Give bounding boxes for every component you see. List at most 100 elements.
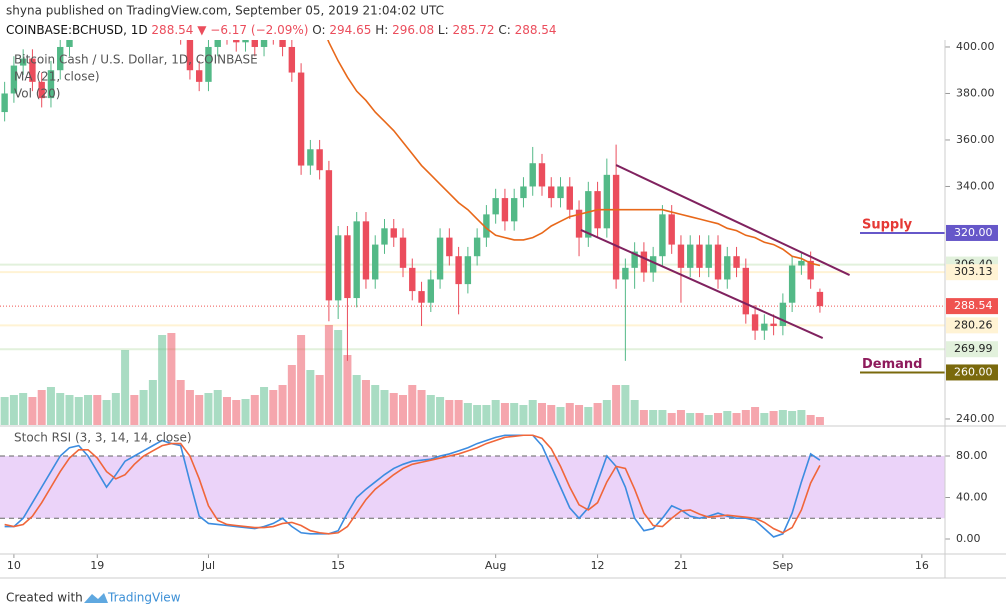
volume-bar xyxy=(426,395,435,425)
volume-bar xyxy=(19,393,28,425)
volume-bar xyxy=(797,410,806,425)
volume-bar xyxy=(371,385,380,425)
candle-body xyxy=(1,93,8,113)
candle-body xyxy=(57,46,64,71)
footer-created: Created with xyxy=(6,591,83,605)
candle-body xyxy=(807,260,814,280)
candle-body xyxy=(297,72,305,166)
candle-body xyxy=(464,256,472,285)
volume-bar xyxy=(380,390,389,425)
ohlc-key: C: xyxy=(498,23,510,37)
candle-body xyxy=(696,244,703,268)
candle-body xyxy=(214,40,221,47)
candle-body xyxy=(233,40,240,43)
volume-bar xyxy=(250,395,259,425)
candle-body xyxy=(510,198,518,222)
y-tick-label: 340.00 xyxy=(956,179,995,192)
quote-line: COINBASE:BCHUSD, 1D 288.54 ▼ −6.17 (−2.0… xyxy=(6,23,557,37)
logo xyxy=(84,593,108,603)
y-tick-label: 360.00 xyxy=(956,133,995,146)
candle-body xyxy=(612,174,620,280)
volume-bar xyxy=(732,413,741,425)
ma-line xyxy=(327,40,821,267)
level-box xyxy=(946,298,998,315)
candle-body xyxy=(677,244,685,268)
candle-body xyxy=(566,186,573,210)
y-tick-label: 380.00 xyxy=(956,86,995,99)
candle-body xyxy=(260,40,268,47)
volume-bar xyxy=(751,407,760,425)
level-label: 269.99 xyxy=(954,342,993,355)
volume-bar xyxy=(158,335,167,425)
candle-body xyxy=(483,214,490,238)
volume-bar xyxy=(65,395,74,425)
candle-body xyxy=(186,40,194,71)
volume-bar xyxy=(408,385,417,425)
volume-bar xyxy=(482,405,491,425)
candle-body xyxy=(649,256,657,273)
candle-body xyxy=(66,40,73,47)
volume-bar xyxy=(111,393,120,425)
volume-bar xyxy=(621,385,630,425)
volume-bar xyxy=(361,380,370,425)
volume-bar xyxy=(741,410,750,425)
candle-body xyxy=(362,221,370,280)
annotation: Demand xyxy=(862,357,923,372)
candle-body xyxy=(751,314,759,331)
volume-bar xyxy=(565,403,574,425)
candle-body xyxy=(344,235,351,299)
annotation: Supply xyxy=(862,217,913,232)
volume-bar xyxy=(185,390,194,425)
candle-body xyxy=(779,302,787,326)
volume-bar xyxy=(584,407,593,425)
volume-bar xyxy=(232,400,241,425)
overlay: 400.00380.00360.00340.00240.00320.00306.… xyxy=(7,40,998,572)
volume-bar xyxy=(297,335,306,425)
volume-bar xyxy=(556,407,565,425)
volume-bar xyxy=(649,410,658,425)
volume-bar xyxy=(260,387,269,425)
candle-body xyxy=(409,267,416,292)
change: ▼ −6.17 (−2.09%) xyxy=(197,23,308,37)
volume-bar xyxy=(130,395,139,425)
rsi-line xyxy=(4,434,821,535)
ohlc-value: 294.65 xyxy=(329,23,371,37)
level-box xyxy=(946,264,998,281)
candle-body xyxy=(195,70,203,82)
volume-bar xyxy=(334,330,343,425)
candle-body xyxy=(705,244,712,268)
volume-bar xyxy=(667,413,676,425)
legend-item: Vol (20) xyxy=(14,87,60,101)
volume-bar xyxy=(714,413,723,425)
x-tick-label: Sep xyxy=(773,559,794,572)
ohlc-key: L: xyxy=(438,23,449,37)
volume-bar xyxy=(695,413,704,425)
x-tick-label: Jul xyxy=(201,559,215,572)
volume-bar xyxy=(547,405,556,425)
candle-body xyxy=(788,265,796,303)
rsi-tick-label: 80.00 xyxy=(956,449,988,462)
volume-bar xyxy=(324,325,333,425)
trendline xyxy=(615,164,850,276)
volume-bar xyxy=(436,397,445,425)
candle-body xyxy=(631,251,638,268)
volume-bar xyxy=(28,397,37,425)
rsi-tick-label: 0.00 xyxy=(956,532,981,545)
volume-bar xyxy=(575,405,584,425)
volume-bar xyxy=(806,415,815,425)
level-box xyxy=(946,364,998,381)
candle-body xyxy=(205,46,212,82)
volume-bar xyxy=(46,387,55,425)
volume-bar xyxy=(102,400,111,425)
rsi-tick-label: 40.00 xyxy=(956,491,988,504)
volume-bar xyxy=(500,403,509,425)
candle-body xyxy=(251,40,258,47)
y-tick-label: 400.00 xyxy=(956,40,995,53)
volume-bar xyxy=(417,390,426,425)
candle-body xyxy=(19,58,27,66)
quote: COINBASE:BCHUSD, 1D 288.54 ▼ −6.17 (−2.0… xyxy=(6,23,557,37)
candle-body xyxy=(529,163,536,187)
volume-bar xyxy=(139,390,148,425)
x-tick-label: 21 xyxy=(674,559,688,572)
x-tick-label: 10 xyxy=(7,559,21,572)
